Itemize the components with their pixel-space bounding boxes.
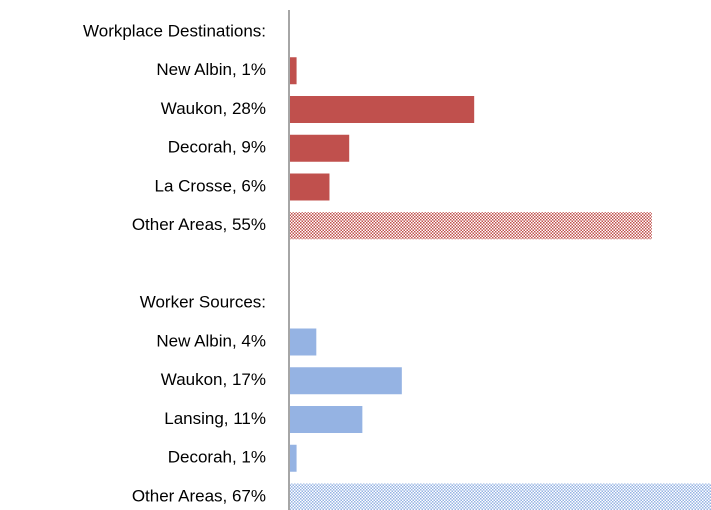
category-label: Other Areas, 55% <box>132 215 266 234</box>
bar <box>290 483 711 510</box>
category-label: Decorah, 9% <box>168 138 266 157</box>
bar <box>290 96 475 123</box>
category-label: New Albin, 4% <box>156 331 266 350</box>
bar <box>290 444 297 472</box>
category-label: Decorah, 1% <box>168 448 266 467</box>
bar <box>290 134 350 162</box>
bar <box>290 406 363 433</box>
category-label: Other Areas, 67% <box>132 486 266 505</box>
category-label: Workplace Destinations: <box>83 21 266 40</box>
bar <box>290 57 297 85</box>
category-label: Lansing, 11% <box>164 409 266 428</box>
category-label: Worker Sources: <box>140 293 266 312</box>
category-label: New Albin, 1% <box>156 60 266 79</box>
bar <box>290 173 330 201</box>
category-label: Waukon, 28% <box>161 99 266 118</box>
bar <box>290 328 317 356</box>
bar <box>290 212 652 240</box>
category-label: La Crosse, 6% <box>155 176 267 195</box>
category-label: Waukon, 17% <box>161 370 266 389</box>
bar <box>290 367 402 395</box>
